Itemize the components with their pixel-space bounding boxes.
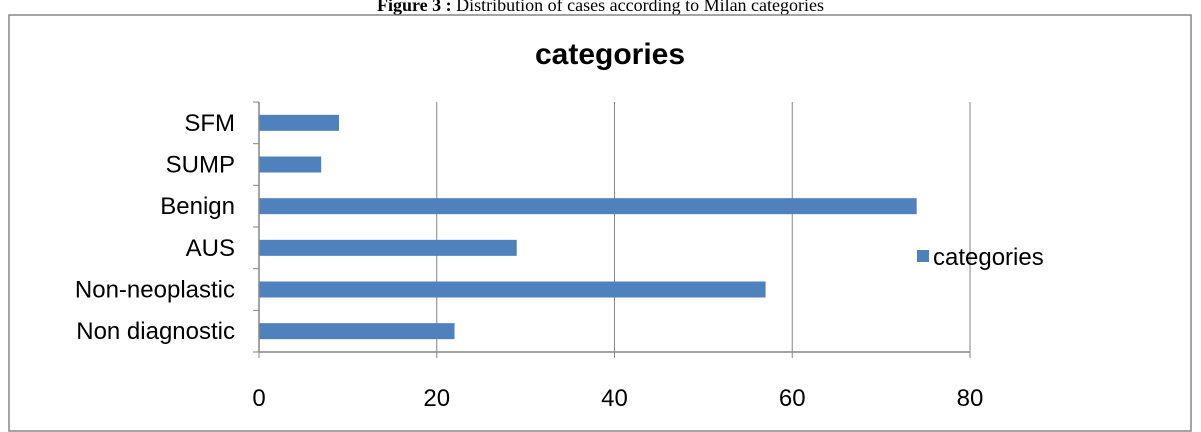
x-tick-label: 20 [423, 385, 450, 412]
category-label: Non-neoplastic [75, 277, 235, 304]
category-label: SFM [184, 110, 235, 137]
x-tick-label: 40 [601, 385, 628, 412]
bar [259, 239, 517, 256]
bar [259, 323, 455, 340]
legend-swatch [917, 250, 929, 262]
bar-layer [259, 114, 917, 340]
axis-layer: 0 20 40 60 80 Non diagnostic Non-neoplastic AUS… [75, 101, 984, 412]
figure-caption-prefix: Figure 3 : [376, 0, 452, 15]
bar [259, 281, 766, 298]
category-label: Non diagnostic [76, 318, 235, 345]
category-label: SUMP [166, 152, 235, 179]
x-tick-label: 60 [779, 385, 806, 412]
x-tick-label: 80 [957, 385, 984, 412]
figure-caption: Figure 3 : Distribution of cases accordi… [0, 0, 1201, 15]
figure-caption-text: Distribution of cases according to Milan… [456, 0, 825, 15]
category-label: AUS [186, 235, 235, 262]
bar [259, 198, 917, 215]
bar [259, 114, 339, 131]
chart-border [8, 14, 1192, 432]
grid-layer [436, 102, 971, 352]
legend-label: categories [933, 244, 1044, 271]
legend: categories [917, 244, 1044, 271]
bar [259, 156, 322, 173]
chart-title: categories [535, 38, 685, 71]
x-tick-label: 0 [252, 385, 265, 412]
category-label: Benign [160, 193, 235, 220]
